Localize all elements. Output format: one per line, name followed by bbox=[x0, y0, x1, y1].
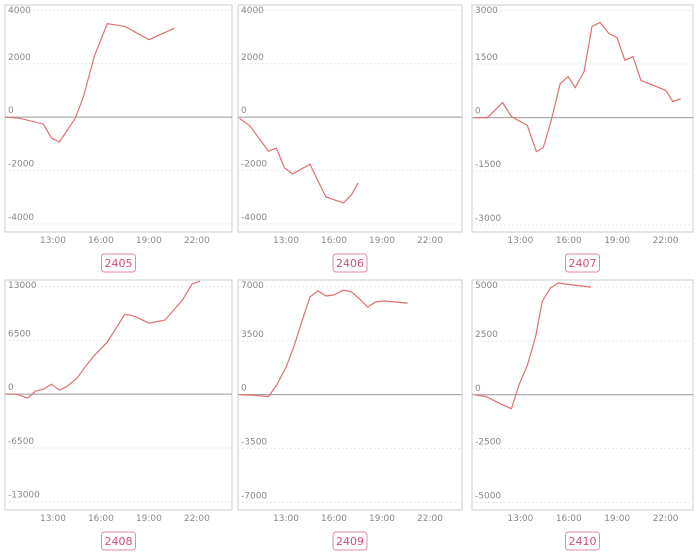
y-tick-label: 3000 bbox=[475, 6, 498, 16]
y-tick-label: -13000 bbox=[8, 491, 40, 501]
y-tick-label: -3500 bbox=[241, 437, 267, 447]
y-tick-label: 6500 bbox=[8, 329, 31, 339]
y-tick-label: -2000 bbox=[241, 160, 267, 170]
x-tick-label: 16:00 bbox=[556, 236, 582, 246]
y-tick-label: -2500 bbox=[475, 438, 501, 448]
series-button-label[interactable]: 2405 bbox=[105, 257, 133, 270]
series-line bbox=[239, 289, 408, 398]
series-button[interactable] bbox=[332, 531, 368, 551]
series-button[interactable] bbox=[565, 531, 600, 551]
x-tick-label: 13:00 bbox=[273, 236, 299, 246]
x-tick-label: 22:00 bbox=[417, 514, 443, 524]
y-tick-label: 0 bbox=[8, 383, 14, 393]
y-tick-label: -3000 bbox=[475, 214, 501, 224]
y-tick-label: -2000 bbox=[8, 160, 34, 170]
y-tick-label: 2000 bbox=[8, 53, 31, 63]
y-tick-label: 0 bbox=[241, 384, 247, 394]
series-line bbox=[4, 23, 175, 143]
panel-frame bbox=[4, 4, 233, 233]
series-button[interactable] bbox=[101, 253, 136, 273]
series-line bbox=[474, 21, 682, 153]
series-button-label[interactable]: 2408 bbox=[105, 535, 133, 548]
x-tick-label: 19:00 bbox=[369, 236, 395, 246]
y-tick-label: 0 bbox=[241, 106, 247, 116]
x-tick-label: 22:00 bbox=[184, 236, 210, 246]
y-tick-label: -4000 bbox=[241, 213, 267, 223]
y-tick-label: 4000 bbox=[8, 6, 31, 16]
x-tick-label: 19:00 bbox=[136, 236, 162, 246]
x-tick-label: 19:00 bbox=[604, 236, 630, 246]
series-line bbox=[474, 282, 592, 410]
x-tick-label: 19:00 bbox=[604, 514, 630, 524]
y-tick-label: -6500 bbox=[8, 437, 34, 447]
x-tick-label: 22:00 bbox=[653, 236, 679, 246]
series-button-label[interactable]: 2410 bbox=[569, 535, 597, 548]
x-tick-label: 13:00 bbox=[507, 514, 533, 524]
y-tick-label: 2500 bbox=[475, 330, 498, 340]
x-tick-label: 19:00 bbox=[136, 514, 162, 524]
series-button[interactable] bbox=[565, 253, 600, 273]
y-tick-label: -5000 bbox=[475, 491, 501, 501]
x-tick-label: 13:00 bbox=[507, 236, 533, 246]
x-tick-label: 16:00 bbox=[88, 514, 114, 524]
x-tick-label: 22:00 bbox=[653, 514, 679, 524]
y-tick-label: 0 bbox=[8, 106, 14, 116]
x-tick-label: 16:00 bbox=[321, 236, 347, 246]
x-tick-label: 16:00 bbox=[556, 514, 582, 524]
series-button-label[interactable]: 2407 bbox=[569, 257, 597, 270]
series-button[interactable] bbox=[332, 253, 368, 273]
series-line bbox=[6, 280, 201, 399]
series-button-label[interactable]: 2409 bbox=[336, 535, 364, 548]
y-tick-label: 7000 bbox=[241, 281, 264, 291]
series-button-label[interactable]: 2406 bbox=[336, 257, 364, 270]
y-tick-label: 0 bbox=[475, 384, 481, 394]
x-tick-label: 19:00 bbox=[369, 514, 395, 524]
panel-frame bbox=[237, 4, 463, 233]
x-tick-label: 16:00 bbox=[321, 514, 347, 524]
x-tick-label: 22:00 bbox=[184, 514, 210, 524]
y-tick-label: 3500 bbox=[241, 330, 264, 340]
x-tick-label: 13:00 bbox=[40, 236, 66, 246]
y-tick-label: 2000 bbox=[241, 53, 264, 63]
x-tick-label: 13:00 bbox=[273, 514, 299, 524]
x-tick-label: 13:00 bbox=[40, 514, 66, 524]
panel-frame bbox=[471, 4, 694, 233]
y-tick-label: -4000 bbox=[8, 213, 34, 223]
y-tick-label: -1500 bbox=[475, 160, 501, 170]
y-tick-label: 5000 bbox=[475, 281, 498, 291]
y-tick-label: -7000 bbox=[241, 491, 267, 501]
x-tick-label: 16:00 bbox=[88, 236, 114, 246]
y-tick-label: 4000 bbox=[241, 6, 264, 16]
series-line bbox=[239, 118, 359, 204]
panel-frame bbox=[4, 279, 233, 511]
x-tick-label: 22:00 bbox=[417, 236, 443, 246]
y-tick-label: 13000 bbox=[8, 281, 37, 291]
y-tick-label: 1500 bbox=[475, 53, 498, 63]
series-button[interactable] bbox=[101, 531, 136, 551]
y-tick-label: 0 bbox=[475, 107, 481, 117]
